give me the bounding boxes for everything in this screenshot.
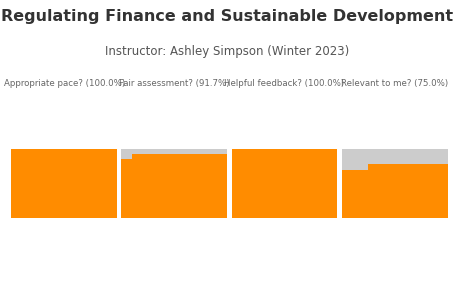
Text: Fair assessment? (91.7%): Fair assessment? (91.7%)	[119, 79, 229, 88]
Text: Regulating Finance and Sustainable Development: Regulating Finance and Sustainable Devel…	[1, 9, 453, 24]
Text: Appropriate pace? (100.0%): Appropriate pace? (100.0%)	[4, 79, 125, 88]
Text: Relevant to me? (75.0%): Relevant to me? (75.0%)	[341, 79, 448, 88]
Text: Instructor: Ashley Simpson (Winter 2023): Instructor: Ashley Simpson (Winter 2023)	[105, 45, 349, 59]
Text: Helpful feedback? (100.0%): Helpful feedback? (100.0%)	[224, 79, 345, 88]
